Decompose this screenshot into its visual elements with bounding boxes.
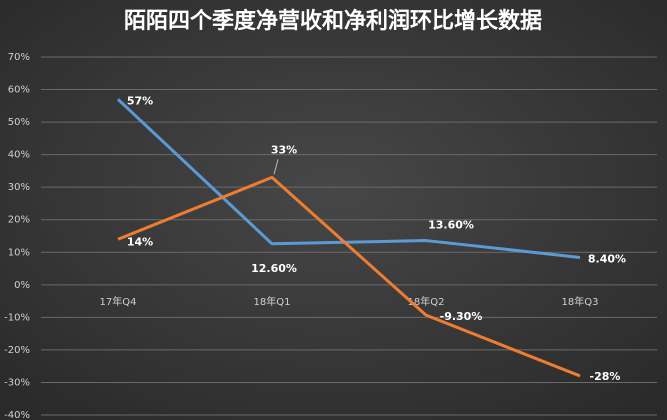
y-tick-label: 20% xyxy=(8,215,30,226)
x-tick-label: 18年Q2 xyxy=(408,295,445,308)
data-label: -9.30% xyxy=(440,310,483,323)
y-tick-label: -10% xyxy=(4,312,30,323)
leader-line xyxy=(273,159,279,175)
x-tick-label: 17年Q4 xyxy=(100,295,137,308)
y-tick-label: -30% xyxy=(4,377,30,388)
x-tick-label: 18年Q3 xyxy=(562,295,599,308)
y-tick-label: 40% xyxy=(8,150,30,161)
data-label: 14% xyxy=(127,235,153,248)
data-label: 33% xyxy=(271,143,297,156)
chart-title: 陌陌四个季度净营收和净利润环比增长数据 xyxy=(124,8,542,34)
y-tick-label: -20% xyxy=(4,345,30,356)
y-tick-label: 50% xyxy=(8,117,30,128)
series-line xyxy=(116,98,581,259)
y-tick-label: 60% xyxy=(8,85,30,96)
y-tick-label: 0% xyxy=(14,280,30,291)
series-line xyxy=(117,175,581,378)
data-label: 13.60% xyxy=(428,219,474,232)
y-tick-label: 30% xyxy=(8,182,30,193)
y-tick-label: -40% xyxy=(4,410,30,420)
data-label: 12.60% xyxy=(251,262,297,275)
y-tick-label: 70% xyxy=(8,52,30,63)
y-tick-label: 10% xyxy=(8,247,30,258)
x-tick-label: 18年Q1 xyxy=(254,295,291,308)
data-label: -28% xyxy=(590,370,621,383)
data-label: 57% xyxy=(127,94,153,107)
data-label: 8.40% xyxy=(588,252,626,265)
